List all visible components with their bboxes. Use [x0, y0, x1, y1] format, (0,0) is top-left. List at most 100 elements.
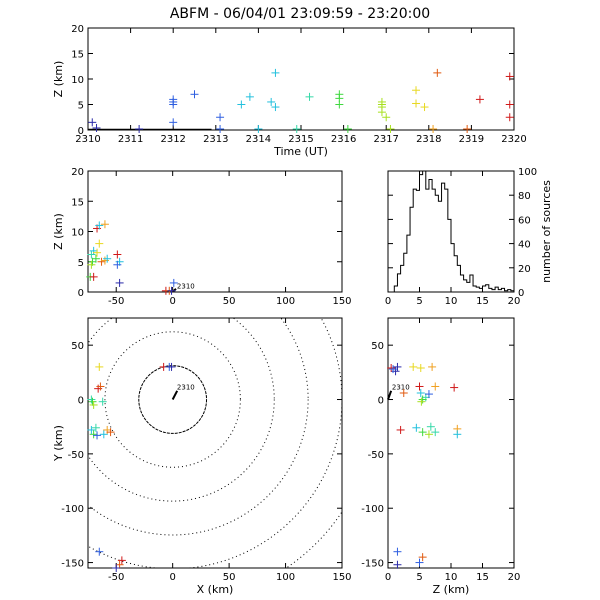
data-point [245, 92, 254, 101]
data-point [433, 68, 442, 77]
x-tick-label: 150 [332, 572, 351, 583]
data-point [91, 423, 100, 432]
data-point [93, 248, 102, 257]
y-tick-label: 5 [78, 101, 84, 112]
x-tick-label: 15 [476, 572, 489, 583]
y-tick-label: -150 [361, 559, 384, 570]
station-track [171, 390, 179, 400]
x-tick-label: 2310 [75, 134, 100, 145]
data-point [393, 547, 402, 556]
range-ring [88, 318, 275, 502]
data-point [113, 260, 122, 269]
data-point [393, 362, 402, 371]
x-axis-label: X (km) [197, 583, 234, 596]
height-y-panel: 0 5 10 15 20 -150 -100 -50 0 50 Z (km) 2310 [361, 317, 520, 596]
data-point [420, 103, 429, 112]
station-label: 2310 [177, 384, 195, 392]
data-point [96, 382, 105, 391]
x-tick-label: -50 [108, 572, 124, 583]
y-tick-label: 0 [78, 288, 84, 299]
station-label: 2310 [392, 384, 410, 392]
data-point [87, 395, 96, 404]
x-tick-label: 100 [276, 296, 295, 307]
data-point [98, 397, 107, 406]
data-point [271, 103, 280, 112]
data-point [117, 556, 126, 565]
x-tick-label: 50 [223, 296, 236, 307]
x-tick-label: 150 [332, 296, 351, 307]
figure-title: ABFM - 06/04/01 23:09:59 - 23:20:00 [170, 6, 430, 22]
data-point [216, 113, 225, 122]
data-point [431, 382, 440, 391]
station-label: 2310 [177, 282, 195, 290]
data-point [216, 124, 225, 133]
data-point [91, 254, 100, 263]
y-tick-label: 50 [71, 341, 84, 352]
data-point [305, 92, 314, 101]
y-tick-label: 50 [371, 341, 384, 352]
data-point [87, 250, 96, 259]
data-point [377, 108, 386, 117]
x-tick-label: 0 [385, 572, 391, 583]
y-tick-label: 0 [378, 396, 384, 407]
x-tick-label: 10 [445, 572, 458, 583]
data-point [95, 547, 104, 556]
x-tick-label: 50 [223, 572, 236, 583]
range-rings [88, 318, 342, 568]
x-tick-label: 100 [276, 572, 295, 583]
data-point [343, 124, 352, 133]
data-point [386, 124, 395, 133]
data-point [416, 364, 425, 372]
data-point [95, 239, 104, 248]
data-point [431, 428, 440, 437]
data-point [387, 364, 396, 372]
data-point [112, 564, 121, 572]
x-axis-label: Time (UT) [273, 145, 328, 158]
data-point [88, 397, 97, 406]
data-point [428, 362, 437, 371]
data-point [93, 431, 102, 440]
x-axis-label: Z (km) [433, 583, 470, 596]
data-point [89, 430, 98, 439]
y-tick-label: 20 [71, 24, 84, 35]
y-tick-label: -100 [361, 504, 384, 515]
data-point [95, 362, 104, 371]
y-tick-label: 20 [518, 264, 531, 275]
data-point [382, 113, 391, 122]
y-tick-label: -50 [368, 450, 384, 461]
y-tick-label: 0 [518, 288, 524, 299]
y-tick-label: 15 [71, 197, 84, 208]
y-tick-label: 10 [71, 75, 84, 86]
data-point [135, 124, 144, 133]
x-height-panel: -50 0 50 100 150 0 5 10 15 20 Z (km) 2310 [52, 167, 352, 307]
x-tick-label: 0 [385, 296, 391, 307]
x-tick-label: 2311 [118, 134, 143, 145]
y-tick-label: -50 [68, 450, 84, 461]
range-ring [285, 510, 342, 568]
y-tick-label: -100 [61, 504, 84, 515]
x-tick-label: 2314 [246, 134, 271, 145]
data-point [505, 100, 514, 109]
data-point [505, 113, 514, 122]
data-point [106, 428, 115, 437]
data-point [87, 260, 96, 269]
x-tick-label: 2317 [373, 134, 398, 145]
x-tick-label: 2319 [459, 134, 484, 145]
data-point [412, 423, 421, 432]
data-point [89, 246, 98, 255]
plot-frame [87, 317, 343, 569]
x-tick-label: 2320 [501, 134, 526, 145]
data-point [169, 278, 178, 287]
y-tick-label: 40 [518, 240, 531, 251]
y-tick-label: 60 [518, 215, 531, 226]
data-point [97, 257, 106, 266]
data-point [424, 430, 433, 439]
data-point [416, 389, 425, 397]
data-point [429, 124, 438, 133]
data-point [103, 254, 112, 263]
data-point [424, 390, 433, 399]
x-tick-label: 0 [169, 572, 175, 583]
data-point [92, 123, 101, 132]
y-tick-label: 10 [71, 228, 84, 239]
